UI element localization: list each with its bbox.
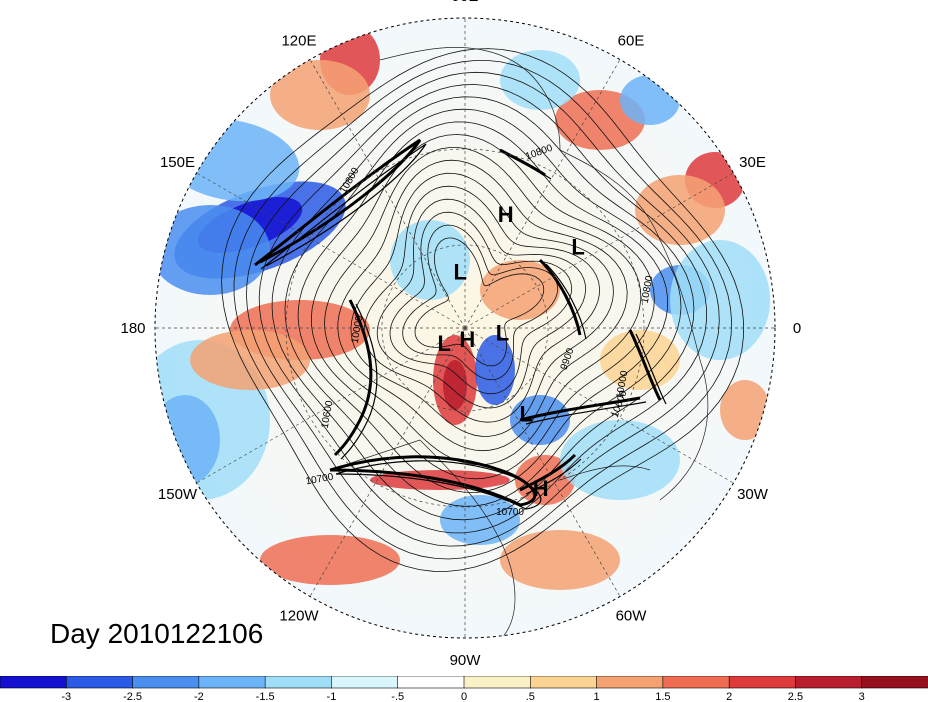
contour-label: 10000 — [350, 314, 366, 344]
low-pressure-label: L — [519, 401, 532, 426]
low-pressure-label: L — [571, 235, 584, 260]
longitude-label: 120E — [281, 33, 316, 50]
colorbar-swatch — [861, 676, 928, 689]
longitude-label: 60E — [618, 33, 645, 50]
colorbar-swatch — [529, 676, 598, 689]
high-pressure-label: H — [498, 202, 514, 227]
longitude-label: 150E — [160, 154, 195, 171]
colorbar-swatch — [132, 676, 200, 689]
colorbar-swatch — [198, 676, 266, 689]
colorbar-swatch — [596, 676, 664, 689]
colorbar-swatch — [0, 676, 68, 689]
colorbar-tick-label: -.5 — [391, 691, 404, 702]
colorbar-tick-label: 0 — [461, 691, 467, 702]
contour-label: 10000 — [615, 369, 631, 399]
colorbar-swatch — [65, 676, 134, 689]
high-pressure-label: H — [459, 327, 475, 352]
colorbar-swatch — [264, 676, 333, 689]
map-title: Day 2010122106 — [50, 618, 264, 649]
colorbar-tick-label: -1.5 — [256, 691, 275, 702]
low-pressure-label: L — [437, 331, 450, 356]
colorbar-tick-label: -2 — [194, 691, 204, 702]
contour-label: 10700 — [496, 507, 524, 518]
longitude-label: 0 — [793, 320, 801, 337]
colorbar-swatch — [728, 676, 797, 689]
colorbar-tick-label: -3 — [61, 691, 71, 702]
colorbar-swatch — [795, 676, 863, 689]
longitude-label: 90W — [450, 652, 482, 669]
colorbar-tick-label: 3 — [859, 691, 865, 702]
colorbar-tick-label: 1.5 — [655, 691, 670, 702]
longitude-label: 180 — [120, 320, 145, 337]
graticule — [155, 18, 775, 638]
colorbar-swatch — [662, 676, 730, 689]
longitude-label: 120W — [279, 608, 319, 625]
colorbar-tick-label: -1 — [327, 691, 337, 702]
longitude-labels: 90E 60E 30E 0 30W 60W 90W 120W 150W 180 150E 120E — [120, 0, 801, 669]
colorbar-swatch — [397, 676, 465, 689]
contour-label: 10600 — [320, 399, 336, 429]
contour-label: 10700 — [305, 472, 335, 488]
colorbar: -3 -2.5 -2 -1.5 -1 -.5 0 .5 1 1.5 2 2.5 3 — [0, 676, 928, 702]
coastlines — [329, 47, 709, 638]
longitude-label: 30W — [737, 486, 769, 503]
colorbar-swatch — [331, 676, 399, 689]
longitude-label: 30E — [739, 154, 766, 171]
low-pressure-label: L — [454, 259, 467, 284]
map-boundary — [154, 17, 776, 639]
high-pressure-label: H — [533, 476, 549, 501]
colorbar-tick-label: 1 — [594, 691, 600, 702]
colorbar-tick-label: 2.5 — [788, 691, 803, 702]
colorbar-tick-label: -2.5 — [123, 691, 142, 702]
geopotential-height-contours — [221, 48, 745, 572]
longitude-label: 60W — [616, 608, 648, 625]
contour-label: 10800 — [640, 274, 656, 304]
colorbar-swatch — [463, 676, 532, 689]
colorbar-tick-label: .5 — [526, 691, 535, 702]
longitude-label: 90E — [452, 0, 479, 5]
low-pressure-label: L — [496, 320, 509, 345]
longitude-label: 150W — [158, 486, 198, 503]
colorbar-tick-label: 2 — [726, 691, 732, 702]
